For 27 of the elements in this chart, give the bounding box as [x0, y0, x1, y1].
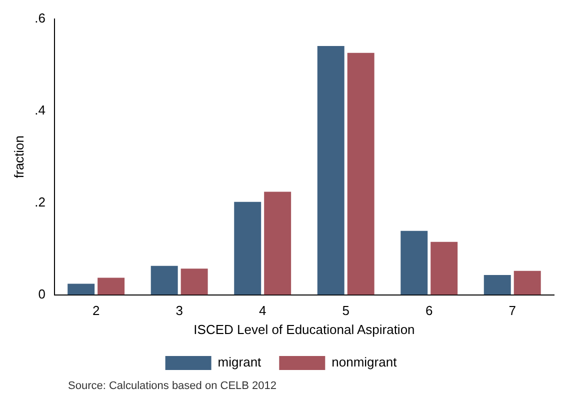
- x-tick-label: 2: [92, 303, 100, 318]
- legend-label: nonmigrant: [332, 354, 398, 370]
- bar: [234, 202, 262, 295]
- bar: [68, 284, 95, 295]
- bar: [264, 192, 292, 295]
- x-tick-label: 4: [258, 303, 266, 318]
- x-tick-label: 5: [342, 303, 350, 318]
- y-axis-title: fraction: [11, 135, 26, 178]
- bar: [180, 268, 208, 295]
- y-tick-label: 0: [38, 286, 46, 302]
- y-tick-label: .4: [34, 102, 46, 118]
- bar: [484, 275, 511, 295]
- legend-label: migrant: [218, 354, 262, 370]
- bar: [317, 46, 344, 295]
- x-tick-label: 6: [425, 303, 433, 318]
- x-tick-label: 3: [176, 303, 183, 318]
- y-tick-label: .6: [34, 10, 46, 26]
- x-tick-label: 7: [508, 303, 516, 318]
- source-note: Source: Calculations based on CELB 2012: [68, 380, 278, 392]
- y-tick-label: .2: [34, 194, 46, 210]
- bar: [347, 52, 374, 295]
- bar: [514, 270, 541, 295]
- bar: [430, 242, 458, 295]
- bar: [150, 266, 178, 295]
- x-axis-title: ISCED Level of Educational Aspiration: [194, 322, 415, 337]
- bar: [98, 278, 125, 295]
- bar: [400, 230, 428, 295]
